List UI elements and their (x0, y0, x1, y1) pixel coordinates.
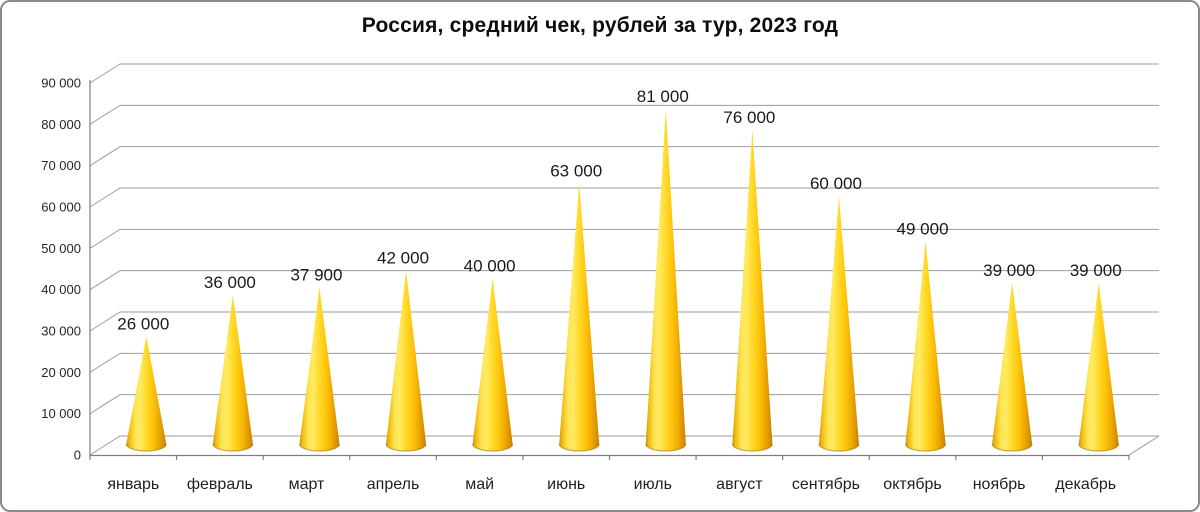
y-axis-tick-label: 0 (74, 448, 81, 463)
cone-июнь (559, 183, 600, 452)
category-label: сентябрь (792, 476, 860, 493)
cone-сентябрь (818, 196, 859, 452)
category-label: март (289, 476, 325, 493)
cone-январь (126, 336, 167, 451)
y-axis-tick-label: 30 000 (41, 324, 81, 339)
cone-base-rim (472, 443, 514, 452)
gridline (89, 311, 1159, 332)
cone-май (472, 278, 513, 452)
cone-base-rim (298, 443, 341, 452)
cone-август (732, 129, 773, 452)
cone-base-rim (125, 443, 167, 452)
cone-март (299, 287, 340, 452)
y-axis-tick-label: 10 000 (41, 406, 81, 421)
data-label: 36 000 (204, 273, 256, 292)
cone-base-rim (731, 443, 773, 452)
cone-июль (645, 109, 686, 452)
category-label: август (716, 476, 763, 493)
gridline (89, 270, 1159, 291)
data-label: 37 900 (290, 265, 342, 284)
y-axis-tick-label: 20 000 (41, 365, 81, 380)
cone-base-rim (904, 443, 947, 452)
category-label: январь (107, 476, 159, 493)
cone-апрель (386, 270, 427, 452)
gridline (89, 352, 1159, 373)
data-label: 40 000 (464, 257, 516, 276)
gridline (89, 187, 1159, 208)
data-label: 76 000 (723, 108, 775, 127)
y-axis-tick-label: 70 000 (41, 158, 81, 173)
y-axis-tick-label: 40 000 (41, 282, 81, 297)
data-label: 63 000 (550, 162, 602, 181)
category-label: апрель (367, 476, 420, 493)
gridline (89, 394, 1159, 415)
category-label: июнь (547, 476, 585, 493)
cone-base-rim (212, 443, 254, 452)
y-axis-tick-label: 60 000 (41, 200, 81, 215)
cone-февраль (212, 295, 253, 452)
gridline (89, 146, 1159, 167)
cone-ноябрь (992, 282, 1033, 452)
y-axis-tick-label: 80 000 (41, 117, 81, 132)
cone-base-rim (1078, 443, 1120, 452)
cone-base-rim (558, 443, 600, 452)
category-label: май (465, 476, 494, 493)
category-label: июль (634, 476, 672, 493)
y-axis-tick-label: 50 000 (41, 241, 81, 256)
data-label: 39 000 (1070, 261, 1122, 280)
gridline (89, 63, 1159, 84)
cone-декабрь (1078, 282, 1119, 452)
category-label: февраль (187, 476, 253, 493)
cone-base-rim (991, 443, 1033, 452)
cone-base-rim (645, 443, 687, 452)
data-label: 81 000 (637, 87, 689, 106)
cone-base-rim (385, 443, 427, 452)
y-axis-tick-label: 90 000 (41, 76, 81, 91)
gridline (89, 435, 1159, 456)
gridline (89, 228, 1159, 249)
chart-title: Россия, средний чек, рублей за тур, 2023… (361, 14, 839, 37)
cone-base-rim (818, 443, 860, 452)
category-label: декабрь (1055, 476, 1116, 493)
data-label: 60 000 (810, 174, 862, 193)
data-label: 49 000 (897, 219, 949, 238)
data-label: 26 000 (117, 315, 169, 334)
category-label: октябрь (883, 476, 941, 493)
data-label: 39 000 (983, 261, 1035, 280)
data-label: 42 000 (377, 248, 429, 267)
floor-edge (1128, 435, 1160, 456)
gridline (89, 104, 1159, 125)
category-label: ноябрь (973, 476, 1026, 493)
cone-октябрь (905, 241, 946, 452)
